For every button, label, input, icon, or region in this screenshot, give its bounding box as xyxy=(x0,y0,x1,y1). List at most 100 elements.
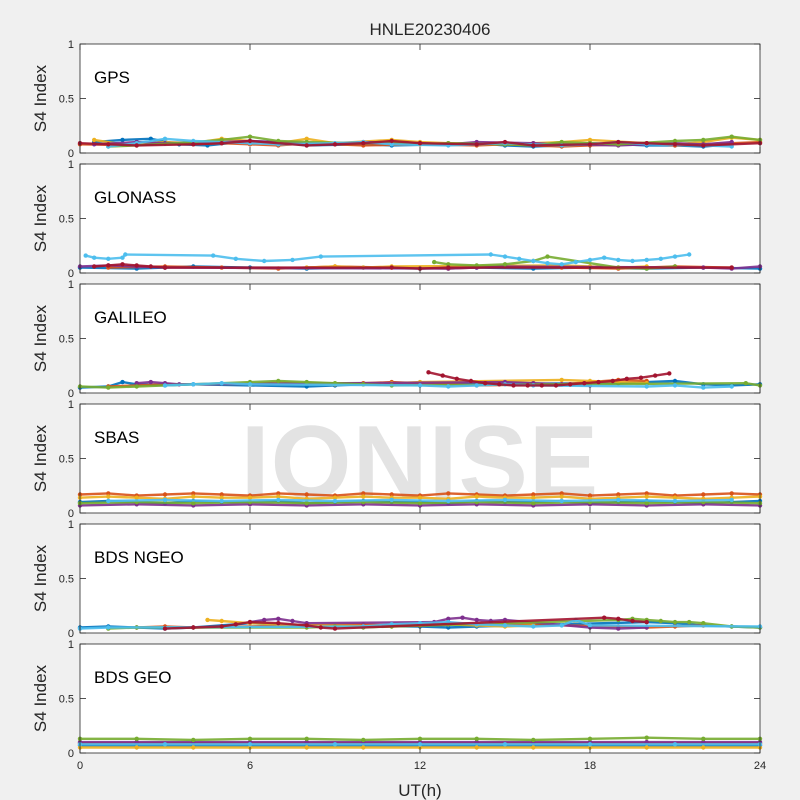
y-tick-label: 0 xyxy=(68,388,74,400)
series-segment xyxy=(418,496,450,500)
series-segment xyxy=(588,624,762,628)
series-segment xyxy=(418,620,450,625)
series-segment xyxy=(560,260,577,266)
series-segment xyxy=(588,496,620,500)
series-segment xyxy=(639,374,657,379)
series-segment xyxy=(220,623,238,628)
series-segment xyxy=(688,620,705,625)
series-segment xyxy=(532,737,592,742)
y-tick-label: 0 xyxy=(68,508,74,520)
series-segment xyxy=(702,141,762,147)
series-segment xyxy=(503,498,563,503)
series-segment xyxy=(532,143,592,147)
series-segment xyxy=(447,625,478,629)
y-tick-label: 1 xyxy=(68,639,74,651)
series-segment xyxy=(362,495,393,499)
series-group xyxy=(77,370,763,390)
series-segment xyxy=(447,384,478,388)
series-segment xyxy=(248,620,280,625)
series-segment xyxy=(107,143,138,147)
series-segment xyxy=(489,253,507,258)
series-segment xyxy=(277,495,308,500)
panel-label: BDS NGEO xyxy=(94,548,184,567)
series-segment xyxy=(362,500,422,505)
series-segment xyxy=(532,492,563,496)
axes-background xyxy=(80,44,760,153)
series-segment xyxy=(588,140,620,146)
series-segment xyxy=(163,492,195,496)
series-segment xyxy=(532,259,549,265)
series-segment xyxy=(645,141,677,146)
series-segment xyxy=(248,141,280,146)
series-segment xyxy=(121,137,153,142)
y-tick-label: 1 xyxy=(68,159,74,171)
series-segment xyxy=(441,374,458,380)
series-segment xyxy=(206,618,223,623)
series-segment xyxy=(447,616,464,620)
series-segment xyxy=(220,139,252,145)
panel-galileo: 0 0.5 1 S4 Index GALILEO xyxy=(31,279,763,400)
series-segment xyxy=(617,626,648,630)
y-axis-label: S4 Index xyxy=(31,304,50,372)
panel-label: SBAS xyxy=(94,428,139,447)
y-tick-label: 1 xyxy=(68,519,74,531)
series-segment xyxy=(149,265,167,269)
series-segment xyxy=(121,380,138,386)
series-segment xyxy=(78,495,110,499)
series-segment xyxy=(78,492,110,496)
series-segment xyxy=(659,619,677,624)
series-segment xyxy=(291,619,308,625)
series-segment xyxy=(433,260,450,266)
series-segment xyxy=(390,493,422,497)
series-segment xyxy=(702,503,762,507)
series-segment xyxy=(645,257,662,262)
series-segment xyxy=(234,620,252,626)
series-segment xyxy=(503,259,535,266)
series-segment xyxy=(135,264,153,268)
series-segment xyxy=(673,384,705,389)
series-group xyxy=(77,615,763,631)
series-segment xyxy=(135,143,195,147)
series-segment xyxy=(702,492,733,496)
series-segment xyxy=(560,378,592,383)
series-segment xyxy=(546,262,563,266)
series-segment xyxy=(390,139,422,145)
series-segment xyxy=(673,143,705,147)
series-segment xyxy=(333,616,606,630)
series-segment xyxy=(475,495,507,499)
y-tick-label: 0.5 xyxy=(59,214,74,226)
y-tick-label: 0.5 xyxy=(59,694,74,706)
series-segment xyxy=(319,626,337,630)
series-segment xyxy=(78,626,110,630)
series-segment xyxy=(498,383,515,387)
y-tick-label: 0 xyxy=(68,748,74,760)
series-segment xyxy=(730,135,762,142)
x-tick-label: 24 xyxy=(754,760,766,772)
series-segment xyxy=(305,503,365,507)
series-segment xyxy=(469,379,487,385)
series-segment xyxy=(447,492,478,496)
series-segment xyxy=(78,503,138,507)
data-point xyxy=(687,252,692,257)
series-segment xyxy=(305,737,365,742)
series-segment xyxy=(569,382,586,386)
series-segment xyxy=(418,266,450,270)
series-segment xyxy=(135,137,167,145)
panel-label: BDS GEO xyxy=(94,668,171,687)
series-segment xyxy=(211,254,238,260)
series-segment xyxy=(362,492,393,496)
series-segment xyxy=(659,255,677,260)
series-segment xyxy=(333,141,365,146)
x-tick-label: 0 xyxy=(77,760,83,772)
series-segment xyxy=(277,139,308,144)
series-segment xyxy=(390,498,450,503)
series-segment xyxy=(248,379,280,384)
y-axis-label: S4 Index xyxy=(31,544,50,612)
series-segment xyxy=(597,379,614,384)
x-axis-label: UT(h) xyxy=(398,781,441,800)
series-segment xyxy=(503,624,535,628)
series-segment xyxy=(617,492,648,496)
series-segment xyxy=(489,618,507,623)
series-segment xyxy=(362,139,393,145)
